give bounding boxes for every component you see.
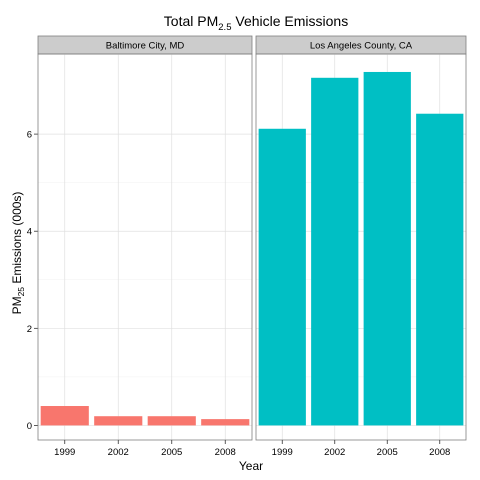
y-axis: 0 2 4 6 xyxy=(27,130,38,432)
x-tick-label: 2005 xyxy=(161,447,182,458)
x-axis-title: Year xyxy=(239,459,263,473)
x-tick-label: 2002 xyxy=(324,447,345,458)
bar xyxy=(41,406,89,425)
chart-title-rest: Vehicle Emissions xyxy=(231,13,348,29)
bar xyxy=(94,416,142,425)
facet-panel: Baltimore City, MD 1999 2002 2005 2008 xyxy=(38,36,252,458)
facets: 0246Baltimore City, MD1999200220052008Lo… xyxy=(27,36,466,458)
x-tick-label: 2005 xyxy=(377,447,398,458)
y-tick-label: 0 xyxy=(27,421,32,432)
x-tick-label: 2002 xyxy=(108,447,129,458)
bar xyxy=(311,78,358,426)
bar xyxy=(416,114,463,426)
bar xyxy=(259,129,306,426)
y-axis-title: PM25 Emissions (000s) xyxy=(10,192,26,315)
x-tick-label: 1999 xyxy=(54,447,75,458)
y-tick-label: 4 xyxy=(27,227,32,238)
bar xyxy=(201,419,249,425)
x-tick-label: 2008 xyxy=(429,447,450,458)
facet-strip-label: Los Angeles County, CA xyxy=(310,41,413,52)
y-axis-title-subscript: 25 xyxy=(16,287,26,297)
facet-panel: Los Angeles County, CA 1999 2002 2005 2008 xyxy=(256,36,466,458)
y-axis-title-main: PM xyxy=(10,296,24,314)
y-tick-label: 6 xyxy=(27,130,32,141)
x-tick-label: 1999 xyxy=(272,447,293,458)
y-axis-title-rest: Emissions (000s) xyxy=(10,192,24,287)
x-tick-label: 2008 xyxy=(215,447,236,458)
bar xyxy=(148,416,196,425)
bar xyxy=(364,72,411,425)
chart-title-subscript: 2.5 xyxy=(218,22,231,33)
y-tick-label: 2 xyxy=(27,324,32,335)
panel-border xyxy=(38,54,252,440)
chart-title-main: Total PM xyxy=(164,13,218,29)
chart-title: Total PM2.5 Vehicle Emissions xyxy=(164,13,348,33)
facet-strip-label: Baltimore City, MD xyxy=(106,41,185,52)
